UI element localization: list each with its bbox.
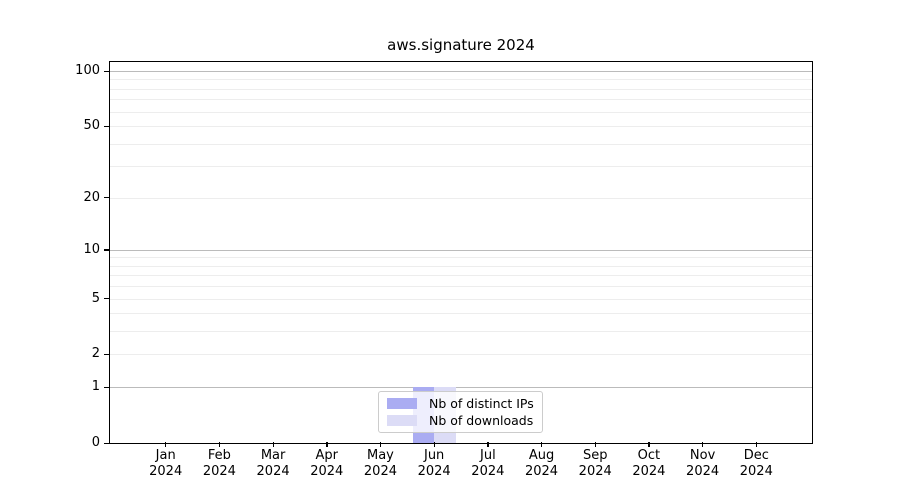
y-tick-label: 2 xyxy=(91,346,100,362)
x-tick-label: Jan 2024 xyxy=(149,448,183,479)
x-tick-label: Feb 2024 xyxy=(202,448,236,479)
gridline-minor xyxy=(110,331,812,333)
y-tick-mark xyxy=(104,353,109,356)
gridline-minor xyxy=(110,257,812,259)
legend-swatch-downloads xyxy=(387,415,417,426)
x-tick-mark xyxy=(487,442,489,447)
gridline-minor xyxy=(110,126,812,128)
x-tick-label: Mar 2024 xyxy=(256,448,290,479)
x-tick-mark xyxy=(165,442,167,447)
x-tick-mark xyxy=(648,442,650,447)
y-tick-label: 50 xyxy=(83,118,100,134)
y-tick-mark xyxy=(104,249,109,251)
gridline-minor xyxy=(110,265,812,267)
x-tick-mark xyxy=(541,442,543,447)
y-tick-label: 5 xyxy=(91,290,100,306)
gridline-minor xyxy=(110,143,812,145)
x-tick-mark xyxy=(272,442,274,447)
gridline-major xyxy=(110,249,812,251)
x-tick-mark xyxy=(379,442,382,447)
gridline-minor xyxy=(110,298,812,300)
y-tick-mark xyxy=(104,197,109,199)
y-tick-mark xyxy=(104,125,109,127)
y-tick-label: 0 xyxy=(91,435,100,450)
x-tick-label: Sep 2024 xyxy=(578,448,612,479)
x-tick-label: Jun 2024 xyxy=(417,448,451,479)
x-tick-mark xyxy=(702,442,704,447)
legend-swatch-distinct-ips xyxy=(387,398,417,409)
y-tick-mark xyxy=(104,298,109,300)
gridline-minor xyxy=(110,313,812,315)
x-tick-mark xyxy=(755,442,758,447)
y-tick-mark xyxy=(104,442,109,444)
x-tick-label: Jul 2024 xyxy=(471,448,505,479)
legend-label-distinct-ips: Nb of distinct IPs xyxy=(429,395,534,411)
gridline-minor xyxy=(110,354,812,356)
gridline-minor xyxy=(110,197,812,199)
x-tick-label: Nov 2024 xyxy=(686,448,720,479)
y-tick-mark xyxy=(104,70,109,72)
gridline-minor xyxy=(110,275,812,277)
legend-item-downloads: Nb of downloads xyxy=(387,412,534,428)
x-tick-mark xyxy=(218,442,221,447)
gridline-minor xyxy=(110,286,812,288)
gridline-major xyxy=(110,387,812,389)
gridline-minor xyxy=(110,88,812,90)
legend-item-distinct-ips: Nb of distinct IPs xyxy=(387,395,534,411)
x-tick-label: Aug 2024 xyxy=(524,448,559,479)
gridline-minor xyxy=(110,111,812,113)
y-tick-label: 100 xyxy=(75,63,100,79)
x-tick-mark xyxy=(433,442,435,447)
x-tick-mark xyxy=(594,442,597,447)
legend: Nb of distinct IPs Nb of downloads xyxy=(378,391,543,433)
x-tick-label: Oct 2024 xyxy=(632,448,666,479)
legend-label-downloads: Nb of downloads xyxy=(429,412,534,428)
gridline-major xyxy=(110,71,812,73)
x-tick-label: May 2024 xyxy=(363,448,397,479)
x-tick-label: Dec 2024 xyxy=(739,448,773,479)
x-tick-label: Apr 2024 xyxy=(310,448,344,479)
chart-title: aws.signature 2024 xyxy=(387,36,535,54)
gridline-minor xyxy=(110,166,812,168)
gridline-minor xyxy=(110,99,812,101)
y-tick-label: 10 xyxy=(83,241,100,257)
y-tick-label: 1 xyxy=(91,379,100,395)
x-tick-mark xyxy=(326,442,328,447)
y-tick-label: 20 xyxy=(83,189,100,205)
gridline-minor xyxy=(110,79,812,81)
y-tick-mark xyxy=(104,386,109,388)
